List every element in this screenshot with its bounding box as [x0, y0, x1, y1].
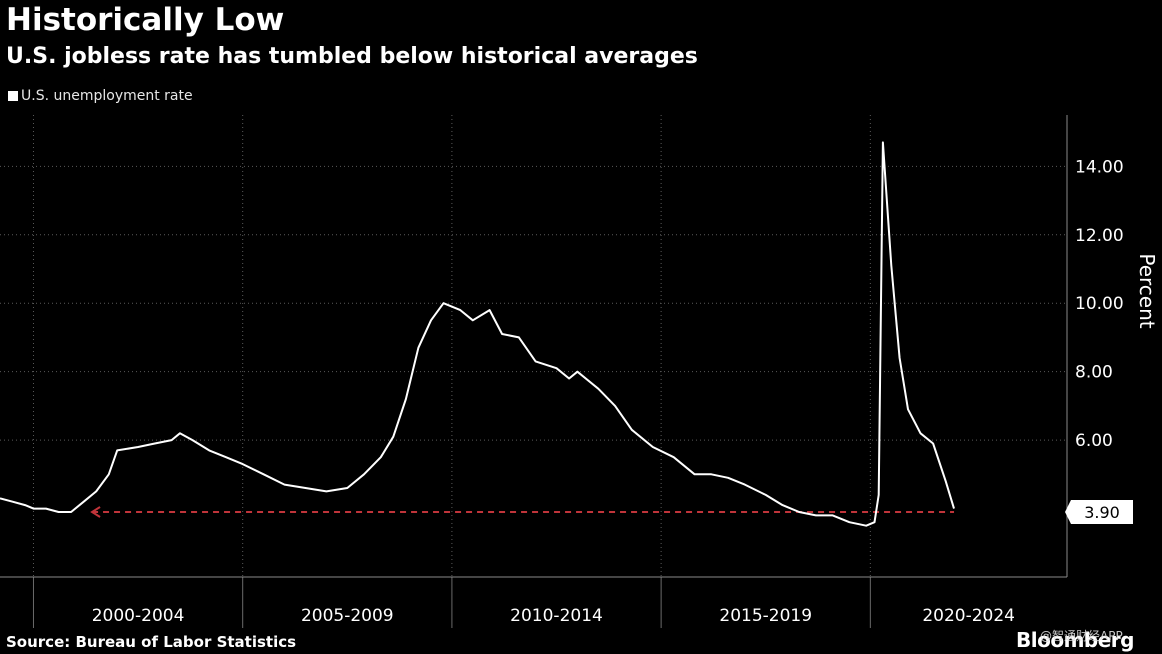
- x-period-label: 2020-2024: [922, 606, 1015, 626]
- chart-subtitle: U.S. jobless rate has tumbled below hist…: [6, 44, 698, 69]
- x-period-label: 2015-2019: [719, 606, 812, 626]
- current-value-box: [1065, 499, 1133, 524]
- x-period-label: 2005-2009: [301, 606, 394, 626]
- series-line: [0, 141, 955, 527]
- watermark: @智通财经APP: [1040, 629, 1123, 643]
- chart-title: Historically Low: [6, 2, 285, 38]
- legend-swatch: [8, 91, 18, 101]
- y-tick-label: 14.00: [1075, 157, 1124, 177]
- bloomberg-logo: Bloomberg: [1016, 628, 1134, 652]
- source-note: Source: Bureau of Labor Statistics: [6, 633, 297, 651]
- y-axis-title: Percent: [1135, 253, 1159, 328]
- x-period-label: 2010-2014: [510, 606, 603, 626]
- current-value-label: 3.90: [1084, 503, 1120, 522]
- y-tick-label: 6.00: [1075, 431, 1113, 451]
- x-period-label: 2000-2004: [92, 606, 185, 626]
- legend-label: U.S. unemployment rate: [21, 88, 193, 104]
- y-tick-label: 12.00: [1075, 226, 1124, 246]
- reference-arrowhead: [90, 506, 101, 518]
- legend: U.S. unemployment rate: [8, 88, 193, 104]
- y-tick-label: 8.00: [1075, 363, 1113, 383]
- y-tick-label: 10.00: [1075, 294, 1124, 314]
